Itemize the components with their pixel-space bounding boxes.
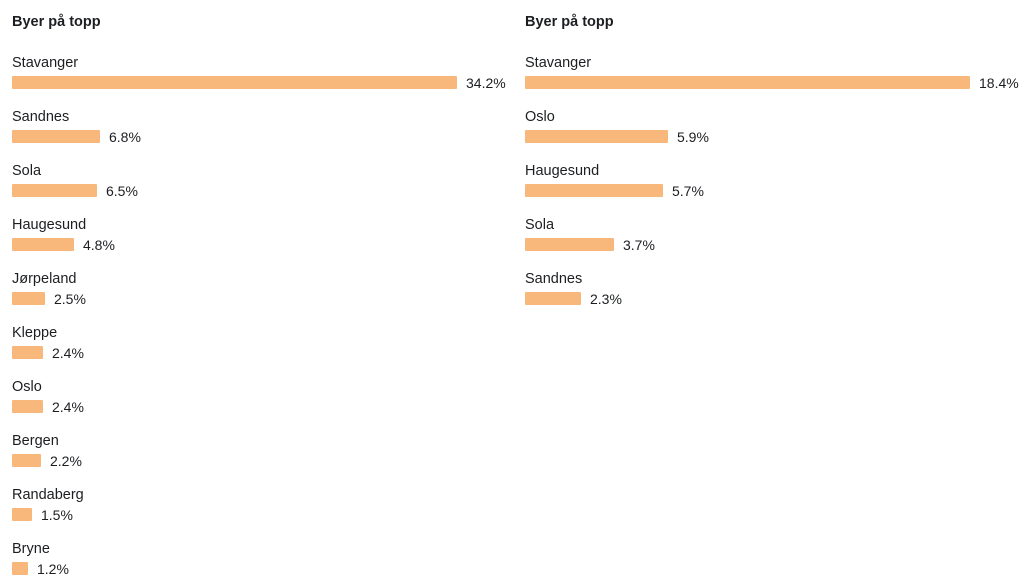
bar [12, 130, 100, 143]
city-label: Randaberg [12, 487, 84, 503]
value-label: 6.5% [106, 183, 138, 199]
panel-title: Byer på topp [12, 14, 101, 30]
bar-row: Jørpeland 2.5% [12, 270, 512, 314]
bar-row: Oslo 5.9% [525, 108, 1021, 152]
bar-row: Haugesund 5.7% [525, 162, 1021, 206]
city-label: Oslo [525, 109, 555, 125]
city-label: Jørpeland [12, 271, 77, 287]
bar [12, 76, 457, 89]
value-label: 2.4% [52, 399, 84, 415]
city-label: Sandnes [12, 109, 70, 125]
city-label: Sandnes [525, 271, 583, 287]
city-label: Bryne [12, 541, 50, 557]
bar-row: Bergen 2.2% [12, 432, 512, 476]
bar-row: Sandnes 6.8% [12, 108, 512, 152]
city-label: Haugesund [12, 217, 87, 233]
bar-row: Sandnes 2.3% [525, 270, 1021, 314]
value-label: 1.5% [41, 507, 73, 523]
bar [12, 346, 43, 359]
city-label: Sola [525, 217, 555, 233]
bar-row: Bryne 1.2% [12, 540, 512, 584]
bar [12, 400, 43, 413]
value-label: 4.8% [83, 237, 115, 253]
value-label: 1.2% [37, 561, 69, 577]
value-label: 5.7% [672, 183, 704, 199]
value-label: 6.8% [109, 129, 141, 145]
bar-row: Stavanger 18.4% [525, 54, 1021, 98]
value-label: 34.2% [466, 75, 506, 91]
panel-title: Byer på topp [525, 14, 614, 30]
bar [525, 292, 581, 305]
value-label: 2.2% [50, 453, 82, 469]
bar [525, 184, 663, 197]
city-label: Stavanger [525, 55, 592, 71]
bar [12, 238, 74, 251]
bar-row: Randaberg 1.5% [12, 486, 512, 530]
value-label: 2.5% [54, 291, 86, 307]
value-label: 5.9% [677, 129, 709, 145]
bar-row: Stavanger 34.2% [12, 54, 512, 98]
bar [525, 76, 970, 89]
city-label: Oslo [12, 379, 42, 395]
bar-row: Sola 6.5% [12, 162, 512, 206]
bar [12, 454, 41, 467]
bar-row: Kleppe 2.4% [12, 324, 512, 368]
city-label: Sola [12, 163, 42, 179]
bar [12, 562, 28, 575]
bar [525, 238, 614, 251]
bar [12, 508, 32, 521]
bar-row: Oslo 2.4% [12, 378, 512, 422]
bar [525, 130, 668, 143]
value-label: 2.3% [590, 291, 622, 307]
value-label: 3.7% [623, 237, 655, 253]
value-label: 18.4% [979, 75, 1019, 91]
top-cities-panel-right: Byer på topp Stavanger 18.4% Oslo 5.9% Hauge… [525, 0, 1021, 577]
bar [12, 184, 97, 197]
top-cities-panel-left: Byer på topp Stavanger 34.2% Sandnes 6.8% So… [12, 0, 512, 577]
bar-row: Sola 3.7% [525, 216, 1021, 260]
city-label: Kleppe [12, 325, 58, 341]
city-label: Stavanger [12, 55, 79, 71]
city-label: Haugesund [525, 163, 600, 179]
bar [12, 292, 45, 305]
bar-row: Haugesund 4.8% [12, 216, 512, 260]
city-label: Bergen [12, 433, 59, 449]
value-label: 2.4% [52, 345, 84, 361]
